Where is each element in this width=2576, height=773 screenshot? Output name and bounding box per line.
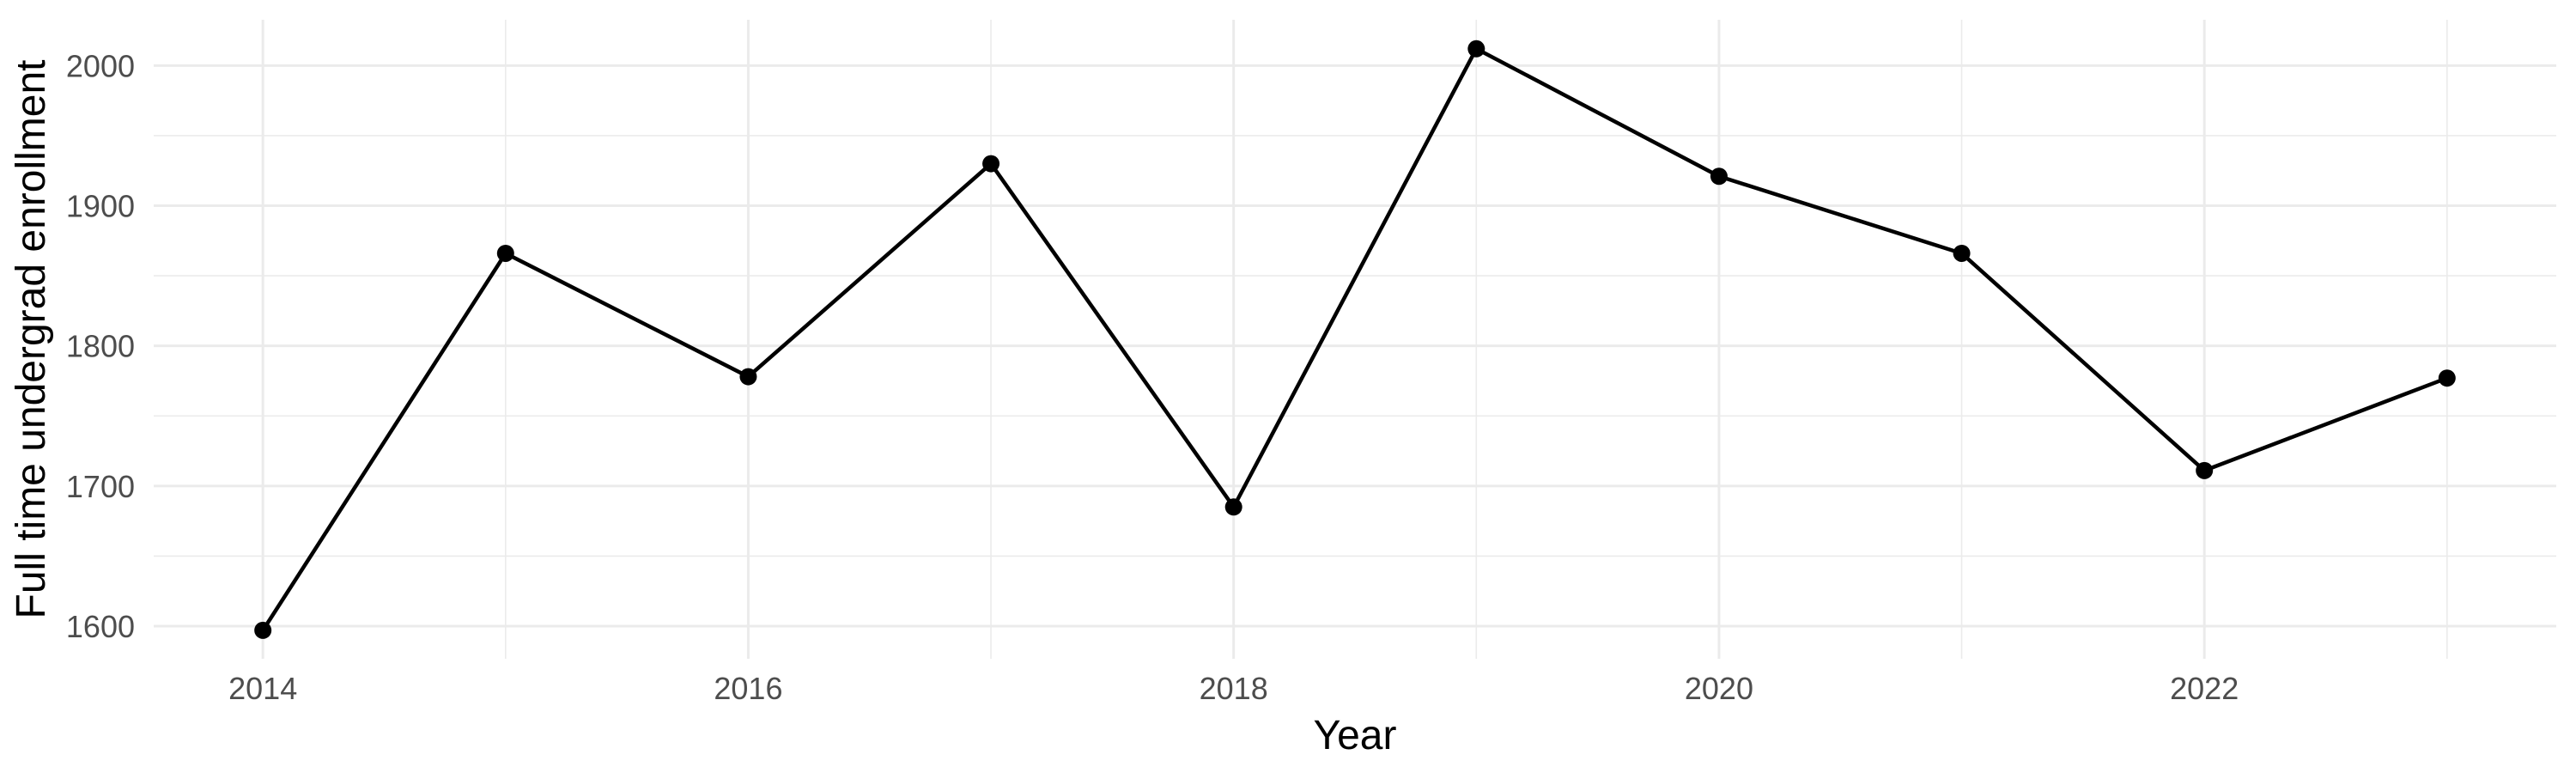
- data-point: [1953, 244, 1971, 262]
- x-tick-label: 2022: [2170, 671, 2239, 706]
- data-point: [1224, 498, 1242, 516]
- y-tick-label: 2000: [66, 48, 135, 83]
- x-tick-label: 2020: [1685, 671, 1753, 706]
- data-point: [2196, 461, 2214, 479]
- minor-gridlines: [154, 20, 2556, 659]
- x-axis-title: Year: [1314, 713, 1397, 758]
- y-tick-label: 1900: [66, 189, 135, 224]
- data-point: [1467, 40, 1485, 58]
- x-tick-label: 2018: [1200, 671, 1268, 706]
- data-point: [2438, 369, 2456, 387]
- x-tick-label: 2016: [714, 671, 782, 706]
- major-gridlines: [154, 20, 2556, 659]
- data-point: [982, 155, 1000, 173]
- y-axis-title: Full time undergrad enrollment: [9, 60, 54, 619]
- y-tick-label: 1700: [66, 469, 135, 504]
- data-line: [261, 46, 2448, 632]
- y-tick-label: 1600: [66, 609, 135, 644]
- data-point: [254, 621, 272, 639]
- data-series-layer: [254, 40, 2456, 639]
- data-point: [496, 244, 514, 262]
- axis-tick-labels: 1600 1700 1800 1900 2000 2014 2016 2018 2020 2022: [66, 48, 2239, 706]
- data-point: [1710, 167, 1728, 186]
- data-point: [739, 368, 757, 386]
- x-tick-label: 2014: [228, 671, 297, 706]
- y-tick-label: 1800: [66, 329, 135, 364]
